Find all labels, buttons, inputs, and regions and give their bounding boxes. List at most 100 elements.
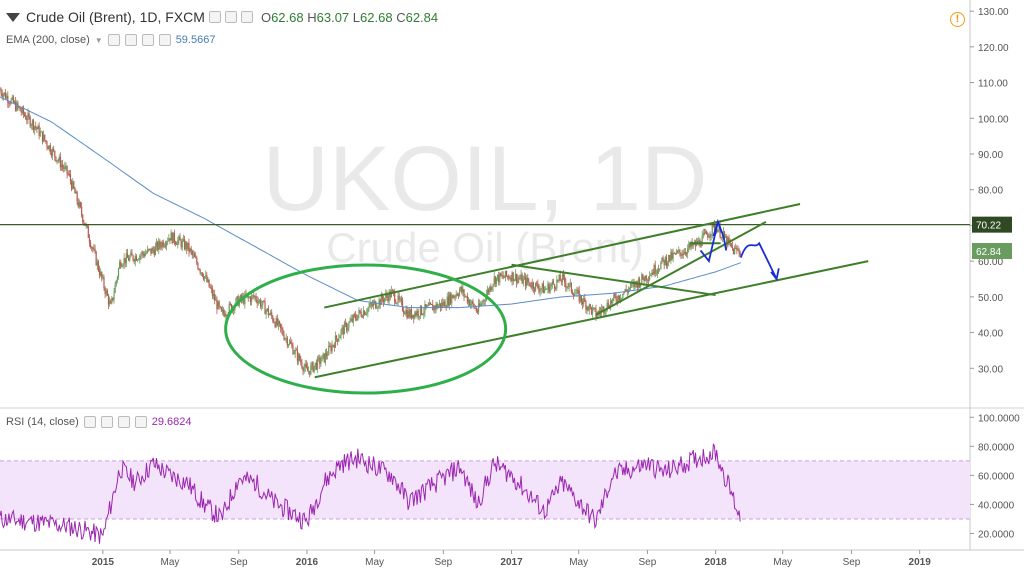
candle-body [515, 273, 518, 283]
candle-body [583, 298, 585, 305]
alert-icon[interactable]: ! [950, 12, 965, 27]
candle-body [256, 299, 258, 304]
candle-body [520, 274, 522, 279]
dropdown-arrow-icon[interactable]: ▼ [94, 35, 103, 45]
candle-body [172, 232, 174, 244]
candle-body [174, 242, 177, 244]
candle-body [311, 362, 313, 366]
candle-body [450, 293, 452, 304]
candle-body [439, 303, 442, 308]
candle-body [340, 329, 342, 336]
candle-body [369, 303, 371, 307]
candle-body [722, 231, 725, 234]
candle-body [269, 312, 272, 315]
x-tick-label: May [773, 557, 792, 568]
collapse-caret-icon[interactable] [6, 12, 20, 22]
candle-body [495, 277, 498, 285]
candle-body [593, 307, 595, 309]
candle-body [178, 236, 180, 241]
candle-body [273, 321, 275, 323]
candle-body [568, 283, 570, 287]
ema-label[interactable]: EMA (200, close) [6, 34, 90, 46]
candle-body [205, 275, 207, 277]
candle-body [663, 259, 665, 265]
candle-body [160, 245, 162, 248]
candle-body [167, 241, 169, 242]
rsi-tick-label: 40.0000 [978, 500, 1015, 511]
candle-body [551, 281, 553, 285]
candle-body [9, 103, 11, 105]
candle-body [645, 275, 647, 281]
candle-body [293, 353, 295, 355]
candle-body [323, 353, 325, 363]
candle-body [140, 254, 142, 256]
candle-body [380, 295, 382, 305]
settings-icon[interactable] [124, 34, 137, 46]
candle-body [196, 257, 198, 264]
candle-body [592, 307, 594, 314]
candle-body [38, 125, 40, 136]
candle-body [348, 322, 350, 328]
candle-body [523, 276, 526, 279]
candle-body [274, 322, 276, 328]
candle-body [314, 362, 316, 366]
rsi-label[interactable]: RSI (14, close) [6, 416, 79, 428]
candle-body [89, 242, 92, 248]
eye-icon[interactable] [83, 416, 96, 428]
candle-body [588, 304, 590, 311]
candle-body [25, 115, 27, 120]
candle-body [303, 367, 305, 371]
candle-body [642, 274, 644, 280]
candle-body [460, 286, 462, 291]
symbol-title[interactable]: Crude Oil (Brent), 1D, FXCM [26, 9, 205, 25]
copy-icon[interactable] [141, 34, 154, 46]
candle-body [346, 323, 348, 331]
candle-body [372, 302, 375, 306]
candle-body [148, 249, 150, 250]
annotation-forecast-arrow [739, 241, 778, 280]
candle-body [29, 116, 31, 127]
candle-body [32, 120, 35, 130]
candle-body [566, 286, 568, 288]
ohlc-values: O62.68 H63.07 L62.68 C62.84 [260, 9, 439, 25]
copy-icon[interactable] [240, 11, 253, 23]
candle-body [569, 282, 571, 284]
candle-body [414, 312, 416, 319]
candle-body [382, 299, 385, 303]
candle-body [512, 272, 514, 282]
candle-body [664, 257, 666, 265]
candle-body [671, 252, 673, 259]
close-icon[interactable] [158, 34, 171, 46]
candle-body [370, 303, 372, 305]
candle-body [358, 310, 360, 315]
close-icon[interactable] [134, 416, 147, 428]
eye-icon[interactable] [208, 11, 221, 23]
candle-body [163, 245, 165, 247]
candle-body [98, 270, 101, 276]
candle-body [371, 304, 373, 306]
candle-body [93, 248, 95, 250]
eye-icon[interactable] [107, 34, 120, 46]
settings-icon[interactable] [100, 416, 113, 428]
candle-body [701, 235, 703, 246]
candle-body [513, 279, 515, 282]
candle-body [505, 271, 508, 277]
candle-body [183, 239, 186, 249]
candle-body [385, 294, 387, 299]
candle-body [363, 310, 366, 315]
candle-body [10, 99, 12, 104]
candle-body [552, 281, 555, 285]
candle-body [377, 306, 379, 308]
candle-body [420, 305, 423, 315]
copy-icon[interactable] [117, 416, 130, 428]
candle-body [555, 288, 557, 289]
candle-body [435, 303, 437, 310]
settings-icon[interactable] [224, 11, 237, 23]
candle-body [320, 361, 322, 365]
x-tick-label: 2019 [909, 557, 932, 568]
candle-body [483, 300, 485, 301]
candle-body [219, 306, 221, 308]
candle-body [73, 181, 75, 189]
candle-body [197, 263, 199, 269]
